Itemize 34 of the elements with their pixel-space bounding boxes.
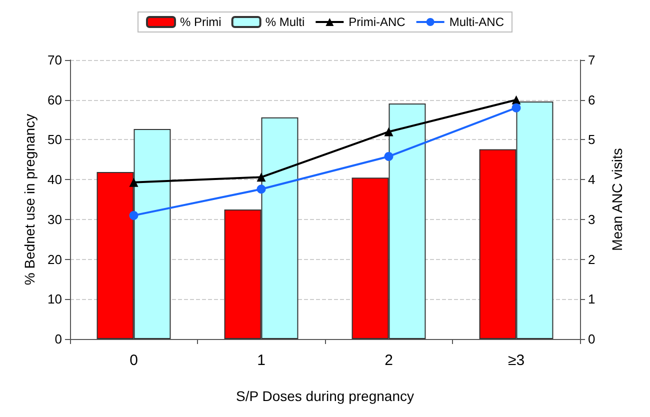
legend-label: Multi-ANC: [449, 15, 504, 29]
y2-axis-title: Mean ANC visits: [609, 148, 625, 251]
y2-tick-label: 5: [588, 132, 596, 148]
legend-label: % Multi: [265, 15, 305, 29]
y-tick-label: 0: [54, 332, 62, 346]
point: [129, 210, 138, 220]
point: [384, 152, 394, 161]
y2-tick-label: 0: [588, 332, 596, 346]
y-tick-label: 10: [48, 292, 62, 307]
y-tick-label: 20: [48, 252, 62, 267]
y-tick-label: 40: [48, 172, 62, 188]
x-axis-title: S/P Doses during pregnancy: [236, 388, 414, 404]
legend-label: Primi-ANC: [348, 15, 406, 29]
x-tick-label: 2: [384, 352, 393, 369]
point: [512, 103, 521, 112]
x-tick-label: ≥3: [508, 352, 525, 369]
y-axis-title: % Bednet use in pregnancy: [22, 114, 38, 286]
y2-tick-label: 7: [588, 52, 596, 68]
y-tick-label: 30: [48, 212, 62, 227]
y2-tick-label: 2: [588, 252, 596, 267]
y2-tick-label: 1: [588, 292, 596, 307]
point: [129, 178, 138, 187]
legend-label: % Primi: [180, 15, 222, 29]
y-tick-label: 60: [48, 92, 62, 108]
y2-tick-label: 3: [588, 212, 596, 227]
y-tick-label: 50: [48, 132, 62, 148]
y-tick-label: 70: [48, 52, 62, 68]
point: [256, 184, 266, 194]
point: [256, 172, 266, 182]
x-tick-label: 0: [130, 352, 138, 369]
x-tick-label: 1: [257, 352, 266, 369]
point: [384, 127, 394, 136]
y2-tick-label: 4: [588, 172, 596, 188]
y2-tick-label: 6: [588, 92, 596, 108]
